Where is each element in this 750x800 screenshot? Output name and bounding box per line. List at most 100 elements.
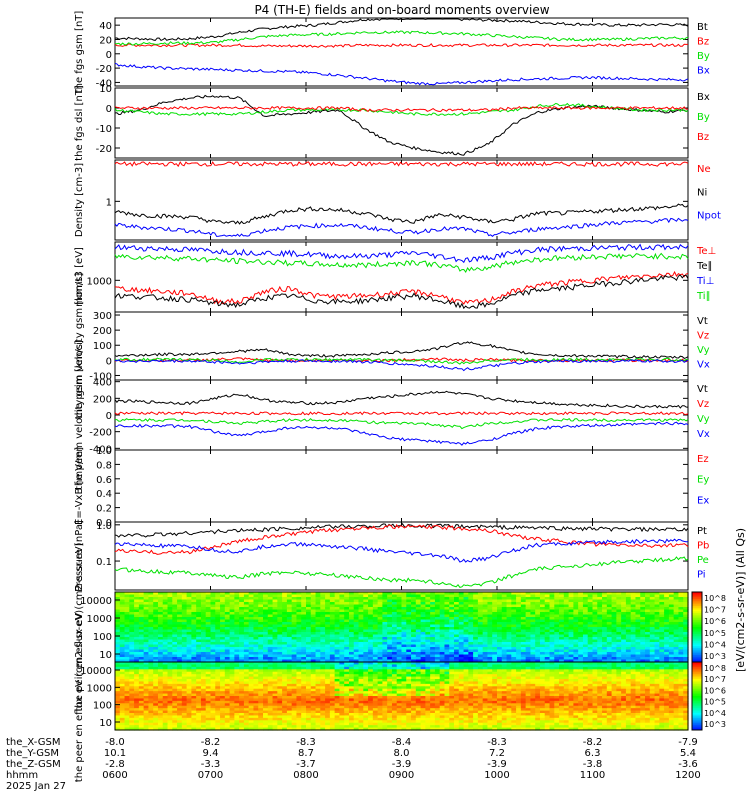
spectrogram-cell [482,597,489,601]
spectrogram-cell [406,659,412,663]
spectrogram-cell [248,632,255,636]
spectrogram-cell [516,639,522,643]
spectrogram-cell [568,657,574,661]
spectrogram-cell [148,627,154,631]
spectrogram-cell [683,644,689,648]
spectrogram-cell [129,717,135,721]
spectrogram-cell [181,624,188,628]
spectrogram-cell [239,710,245,714]
spectrogram-cell [606,649,613,653]
spectrogram-cell [220,705,226,709]
spectrogram-cell [119,629,126,633]
spectrogram-cell [291,708,298,712]
spectrogram-cell [339,644,345,648]
spectrogram-cell [329,644,336,648]
spectrogram-cell [129,602,135,606]
spectrogram-cell [129,710,135,714]
spectrogram-cell [124,696,130,700]
spectrogram-cell [296,592,302,596]
spectrogram-cell [239,629,245,633]
spectrogram-cell [296,674,302,678]
spectrogram-cell [458,642,465,646]
spectrogram-cell [630,632,637,636]
spectrogram-cell [124,669,130,673]
spectrogram-cell [258,594,264,598]
spectrogram-cell [172,604,178,608]
spectrogram-cell [621,622,627,626]
spectrogram-cell [267,594,274,598]
spectrogram-cell [592,642,598,646]
spectrogram-cell [329,602,336,606]
spectrogram-cell [258,720,264,724]
spectrogram-cell [640,604,646,608]
spectrogram-cell [296,664,302,668]
spectrogram-cell [210,666,216,670]
spectrogram-cell [234,609,240,613]
spectrogram-cell [310,614,317,618]
spectrogram-cell [153,722,159,726]
spectrogram-cell [143,696,150,700]
spectrogram-cell [291,647,298,651]
spectrogram-cell [210,642,216,646]
spectrogram-cell [420,607,426,611]
spectrogram-cell [425,622,431,626]
spectrogram-cell [506,607,512,611]
colorbar-cell [692,646,702,649]
spectrogram-cell [325,619,331,623]
spectrogram-cell [148,727,154,731]
spectrogram-cell [239,644,245,648]
spectrogram-cell [306,698,312,702]
spectrogram-cell [277,617,283,621]
spectrogram-cell [649,597,656,601]
spectrogram-cell [420,644,426,648]
spectrogram-cell [186,710,192,714]
spectrogram-cell [325,644,331,648]
spectrogram-cell [520,627,527,631]
spectrogram-cell [597,602,603,606]
spectrogram-cell [640,639,646,643]
spectrogram-cell [310,698,317,702]
spectrogram-cell [645,599,651,603]
spectrogram-cell [401,617,407,621]
spectrogram-cell [597,652,603,656]
spectrogram-cell [224,654,231,658]
spectrogram-cell [306,607,312,611]
spectrogram-cell [191,691,197,695]
spectrogram-cell [157,614,164,618]
spectrogram-cell [253,698,259,702]
spectrogram-cell [396,659,403,663]
spectrogram-cell [220,622,226,626]
spectrogram-cell [267,674,274,678]
series-line-Bx [114,62,689,86]
spectrogram-cell [372,624,379,628]
spectrogram-cell [616,619,622,623]
colorbar-cell [692,639,702,642]
spectrogram-cell [248,609,255,613]
spectrogram-cell [210,700,216,704]
spectrogram-cell [129,725,135,729]
spectrogram-cell [315,612,321,616]
spectrogram-cell [239,705,245,709]
spectrogram-cell [167,696,173,700]
spectrogram-cell [124,676,130,680]
spectrogram-cell [224,686,231,690]
spectrogram-cell [215,652,221,656]
spectrogram-cell [501,614,508,618]
spectrogram-cell [616,612,622,616]
spectrogram-cell [248,604,255,608]
spectrogram-cell [673,617,680,621]
spectrogram-cell [449,594,455,598]
spectrogram-cell [516,647,522,651]
spectrogram-cell [215,617,221,621]
spectrogram-cell [506,639,512,643]
spectrogram-cell [310,657,317,661]
spectrogram-cell [153,619,159,623]
spectrogram-cell [210,649,216,653]
spectrogram-cell [115,679,121,683]
spectrogram-cell [368,622,374,626]
spectrogram-cell [148,642,154,646]
spectrogram-cell [611,632,617,636]
spectrogram-cell [668,652,675,656]
spectrogram-cell [539,634,546,638]
